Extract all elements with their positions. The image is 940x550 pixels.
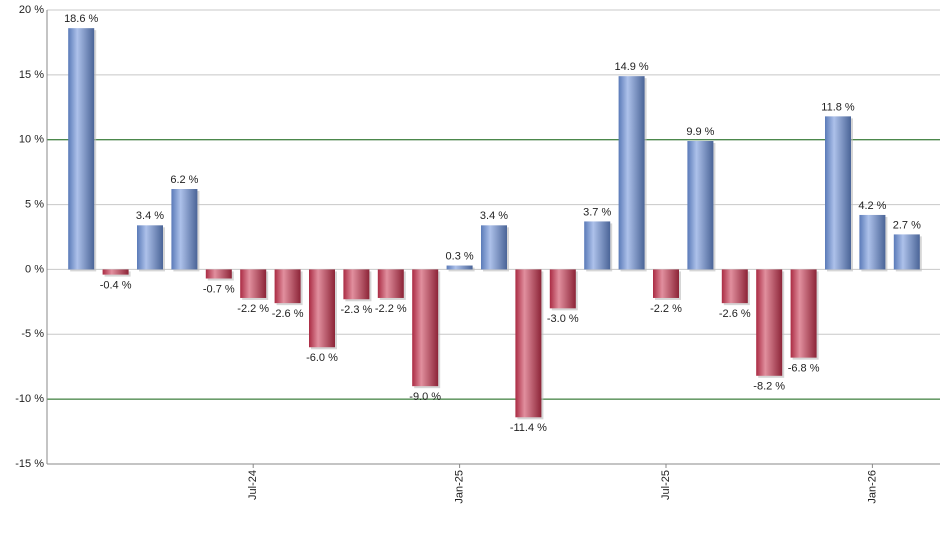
x-tick-label: Jan-25 — [454, 470, 466, 504]
x-tick-label: Jan-26 — [866, 470, 878, 504]
value-label: -2.6 % — [272, 308, 304, 320]
y-tick-label: 10 % — [19, 134, 44, 146]
bar — [68, 28, 95, 270]
value-label: 0.3 % — [446, 250, 474, 262]
y-tick-label: 20 % — [19, 4, 44, 16]
bar — [515, 269, 542, 418]
value-label: 3.7 % — [583, 206, 611, 218]
bar — [205, 269, 232, 279]
bar — [274, 269, 301, 304]
x-tick-label: Jul-25 — [660, 470, 672, 500]
value-label: -2.2 % — [375, 303, 407, 315]
y-tick-label: -10 % — [15, 393, 44, 405]
value-label: 14.9 % — [614, 61, 648, 73]
value-label: -8.2 % — [753, 381, 785, 393]
value-label: 2.7 % — [893, 219, 921, 231]
value-label: -6.8 % — [788, 363, 820, 375]
value-label: -2.6 % — [719, 308, 751, 320]
bar — [240, 269, 267, 298]
value-label: 9.9 % — [686, 126, 714, 138]
value-label: -2.2 % — [650, 303, 682, 315]
y-tick-label: -15 % — [15, 458, 44, 470]
bar — [687, 141, 714, 270]
x-tick-label: Jul-24 — [247, 470, 259, 500]
bar — [859, 214, 886, 270]
y-tick-label: -5 % — [21, 328, 44, 340]
value-label: 18.6 % — [64, 13, 98, 25]
value-label: 3.4 % — [480, 210, 508, 222]
value-label: -2.2 % — [237, 303, 269, 315]
value-label: -0.7 % — [203, 283, 235, 295]
bar — [756, 269, 783, 376]
value-label: -3.0 % — [547, 313, 579, 325]
bar — [446, 265, 473, 270]
value-label: -0.4 % — [100, 280, 132, 292]
y-tick-label: 0 % — [25, 263, 44, 275]
bar — [584, 221, 611, 270]
bar — [343, 269, 370, 300]
bar — [618, 76, 645, 270]
value-label: 6.2 % — [170, 174, 198, 186]
value-label: 11.8 % — [821, 101, 855, 113]
value-label: -9.0 % — [409, 391, 441, 403]
y-tick-label: 15 % — [19, 69, 44, 81]
bar — [171, 189, 198, 270]
value-label: 3.4 % — [136, 210, 164, 222]
bar — [825, 116, 851, 270]
value-label: -11.4 % — [510, 422, 547, 434]
y-tick-label: 5 % — [25, 198, 44, 210]
bar — [549, 269, 576, 309]
value-label: -6.0 % — [306, 352, 338, 364]
bar — [309, 269, 335, 348]
value-label: 4.2 % — [858, 200, 886, 212]
bar-shadow — [448, 267, 475, 272]
bar — [377, 269, 404, 298]
bar — [790, 269, 817, 358]
bar — [102, 269, 129, 275]
bar — [653, 269, 679, 298]
bar — [481, 225, 507, 270]
bar — [721, 269, 748, 304]
value-label: -2.3 % — [341, 304, 373, 316]
bar — [893, 234, 920, 270]
bar — [412, 269, 439, 387]
bar — [137, 225, 163, 270]
